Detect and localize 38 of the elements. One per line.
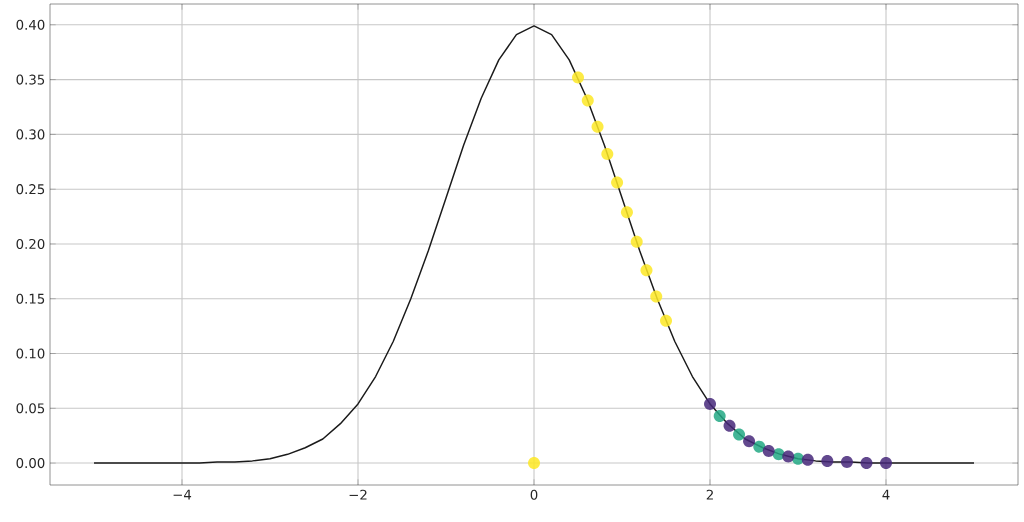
x-tick-label: 4 [882, 489, 890, 500]
point [704, 397, 717, 410]
point [860, 457, 873, 470]
point [733, 428, 746, 441]
point [581, 94, 594, 107]
y-tick-label: 0.10 [16, 348, 45, 359]
point [630, 235, 643, 248]
point [840, 455, 853, 468]
point [660, 314, 673, 327]
y-tick-label: 0.20 [16, 238, 45, 249]
y-tick-label: 0.15 [16, 293, 45, 304]
y-tick-label: 0.30 [16, 129, 45, 140]
point [762, 445, 775, 458]
point [821, 454, 834, 467]
point [782, 450, 795, 463]
x-tick-label: −4 [173, 489, 192, 500]
point [528, 457, 541, 470]
point [620, 206, 633, 219]
x-tick-label: 2 [706, 489, 713, 500]
point [650, 290, 663, 303]
point [880, 457, 893, 470]
point [743, 435, 756, 448]
point [591, 120, 604, 133]
x-tick-label: 0 [530, 489, 538, 500]
y-tick-label: 0.05 [16, 403, 45, 414]
y-tick-label: 0.00 [16, 458, 45, 469]
point [753, 440, 766, 453]
y-tick-label: 0.35 [16, 74, 45, 85]
point [572, 71, 585, 84]
point [723, 419, 736, 432]
point [611, 176, 624, 189]
y-tick-label: 0.25 [16, 184, 45, 195]
y-tick-label: 0.40 [16, 19, 45, 30]
point [801, 453, 814, 466]
point [713, 409, 726, 422]
point [640, 264, 653, 277]
x-tick-label: −2 [349, 489, 367, 500]
point [601, 148, 614, 161]
